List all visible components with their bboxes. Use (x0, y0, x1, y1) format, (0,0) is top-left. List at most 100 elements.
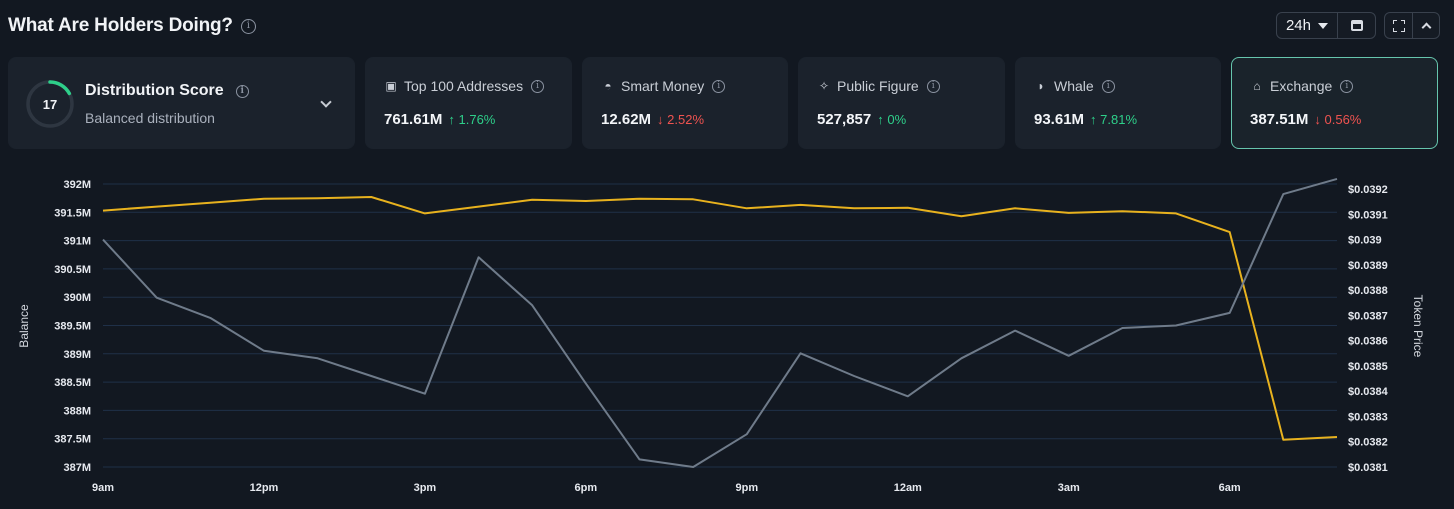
y-tick-label-left: 392M (63, 179, 91, 191)
y-tick-label-left: 387M (63, 462, 91, 474)
info-icon[interactable]: i (1340, 79, 1354, 93)
grid-lines (103, 183, 1337, 468)
y-tick-label-right: $0.0384 (1348, 386, 1389, 398)
fullscreen-button[interactable] (1385, 13, 1412, 38)
y-tick-label-right: $0.0392 (1348, 184, 1388, 196)
score-value: 17 (42, 96, 58, 112)
x-tick-label: 6am (1219, 482, 1241, 494)
y-tick-label-left: 391M (63, 236, 91, 248)
arrow-down-icon: ↓ (657, 112, 664, 127)
y-tick-label-right: $0.0383 (1348, 411, 1388, 423)
y-tick-label-right: $0.0388 (1348, 285, 1388, 297)
metric-value: 761.61M (384, 111, 443, 128)
metric-card-exchange[interactable]: ⌂ Exchange i 387.51M ↓ 0.56% (1231, 57, 1438, 149)
metric-change-value: 2.52% (667, 112, 705, 127)
chevron-down-icon[interactable] (320, 96, 332, 108)
arrow-up-icon: ↑ (1090, 112, 1097, 127)
y-tick-label-left: 390.5M (54, 264, 91, 276)
right-axis-ticks: $0.0392 $0.0391 $0.039 $0.0389 $0.0388 $0.038… (1348, 184, 1389, 474)
metric-change: ↑ 1.76% (448, 112, 495, 127)
y-tick-label-right: $0.0391 (1348, 209, 1388, 221)
whale-icon: ◗ (1037, 79, 1045, 93)
metric-value: 12.62M (601, 111, 652, 128)
info-icon[interactable]: i (240, 18, 256, 34)
y-tick-label-right: $0.0387 (1348, 310, 1388, 322)
metric-value: 527,857 (817, 111, 872, 128)
metric-card-whale[interactable]: ◗ Whale i 93.61M ↑ 7.81% (1015, 57, 1221, 149)
collapse-button[interactable] (1412, 13, 1439, 38)
x-tick-label: 3pm (414, 482, 437, 494)
y-tick-label-right: $0.039 (1348, 235, 1382, 247)
y-tick-label-left: 388M (63, 405, 91, 417)
x-tick-label: 6pm (575, 482, 598, 494)
metric-change: ↓ 2.52% (657, 112, 704, 127)
metric-label: Exchange (1270, 78, 1333, 94)
arrow-down-icon: ↓ (1314, 112, 1321, 127)
y-tick-label-right: $0.0385 (1348, 361, 1388, 373)
y-axis-label-left: Balance (17, 304, 31, 348)
balance-line (102, 196, 1338, 441)
smart-money-icon: ◓ (604, 79, 612, 93)
metric-label: Smart Money (621, 78, 705, 94)
score-title-row: Distribution Score i (85, 82, 249, 100)
token-price-line (102, 177, 1338, 468)
metric-change: ↑ 0% (877, 112, 906, 127)
metric-change: ↑ 7.81% (1090, 112, 1137, 127)
caret-down-icon (1318, 22, 1328, 29)
metric-change-value: 0.56% (1324, 112, 1362, 127)
metric-change: ↓ 0.56% (1314, 112, 1361, 127)
x-tick-label: 9am (92, 482, 114, 494)
info-icon[interactable]: i (235, 84, 249, 98)
metric-card-smart-money[interactable]: ◓ Smart Money i 12.62M ↓ 2.52% (582, 57, 788, 149)
distribution-score-card[interactable]: 17 Distribution Score i Balanced distrib… (8, 57, 355, 149)
y-tick-label-left: 389M (63, 349, 91, 361)
y-tick-label-right: $0.0381 (1348, 462, 1388, 474)
metric-label: Top 100 Addresses (404, 78, 524, 94)
y-axis-label-right: Token Price (1411, 295, 1425, 358)
score-title: Distribution Score (85, 82, 224, 99)
x-tick-label: 9pm (736, 482, 759, 494)
x-tick-label: 12am (894, 482, 922, 494)
metric-card-public-figure[interactable]: ✧ Public Figure i 527,857 ↑ 0% (798, 57, 1005, 149)
metric-value: 387.51M (1250, 111, 1309, 128)
timeframe-label: 24h (1285, 17, 1311, 34)
metric-card-top-100[interactable]: ▣ Top 100 Addresses i 761.61M ↑ 1.76% (365, 57, 572, 149)
page-title: What Are Holders Doing? (8, 15, 233, 36)
score-ring (26, 80, 74, 128)
y-tick-label-right: $0.0389 (1348, 260, 1388, 272)
metric-label: Public Figure (837, 78, 919, 94)
calendar-button[interactable] (1337, 13, 1375, 38)
metric-change-value: 7.81% (1100, 112, 1138, 127)
info-icon[interactable]: i (531, 79, 545, 93)
public-figure-icon: ✧ (818, 79, 830, 93)
holders-chart[interactable]: 392M 391.5M 391M 390.5M 390M 389.5M 389M 388.5M… (0, 160, 1454, 505)
info-icon[interactable]: i (926, 79, 940, 93)
chart-controls: 24h (1275, 12, 1440, 39)
y-tick-label-left: 387.5M (54, 434, 91, 446)
calendar-icon (1350, 20, 1363, 31)
y-tick-label-right: $0.0386 (1348, 336, 1388, 348)
y-tick-label-left: 391.5M (54, 207, 91, 219)
info-icon[interactable]: i (712, 79, 726, 93)
arrow-up-icon: ↑ (448, 112, 455, 127)
metric-label: Whale (1054, 78, 1094, 94)
series-lines (102, 177, 1338, 468)
timeframe-group: 24h (1275, 12, 1376, 39)
metric-change-value: 1.76% (458, 112, 496, 127)
wallet-icon: ▣ (385, 79, 397, 93)
fullscreen-icon (1392, 19, 1405, 32)
y-tick-label-left: 388.5M (54, 377, 91, 389)
score-subtitle: Balanced distribution (85, 110, 215, 126)
timeframe-select[interactable]: 24h (1277, 13, 1337, 38)
title-row: What Are Holders Doing? i (8, 12, 256, 40)
y-tick-label-right: $0.0382 (1348, 437, 1388, 449)
view-buttons (1384, 12, 1440, 39)
info-icon[interactable]: i (1101, 79, 1115, 93)
score-arc (26, 80, 74, 128)
metric-value: 93.61M (1034, 111, 1085, 128)
y-tick-label-left: 390M (63, 292, 91, 304)
y-tick-label-left: 389.5M (54, 321, 91, 333)
metric-change-value: 0% (887, 112, 907, 127)
x-tick-label: 3am (1058, 482, 1080, 494)
chevron-up-icon (1421, 22, 1431, 33)
